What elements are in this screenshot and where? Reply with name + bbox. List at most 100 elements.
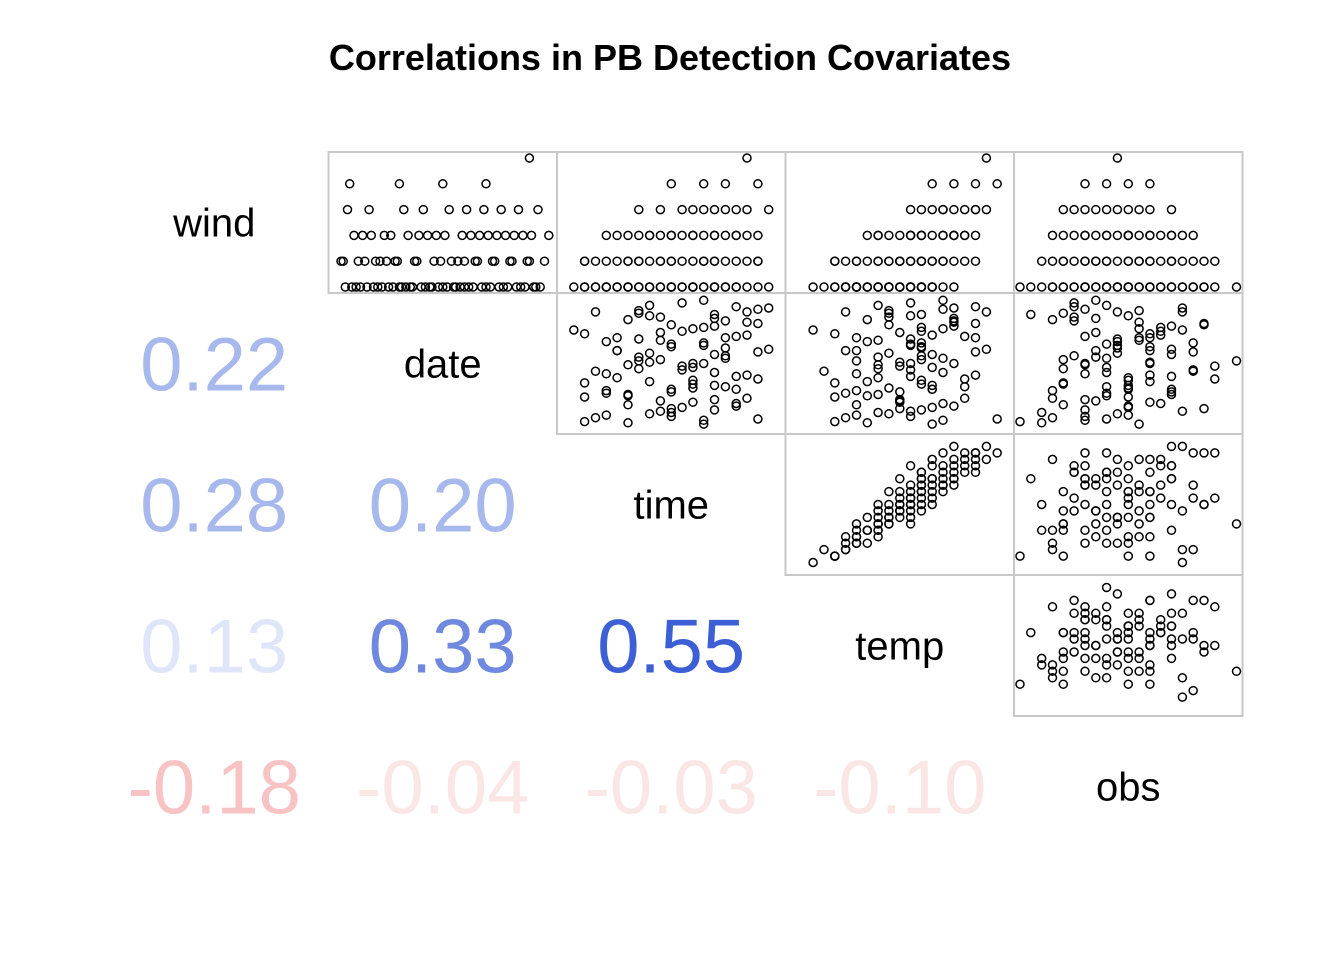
data-point xyxy=(1199,595,1209,606)
data-point xyxy=(1058,256,1069,266)
data-point xyxy=(916,486,927,497)
data-point xyxy=(895,473,905,484)
data-point xyxy=(731,230,741,241)
data-point xyxy=(873,499,883,510)
data-point xyxy=(905,298,916,308)
data-point xyxy=(1166,634,1177,644)
data-point xyxy=(1058,551,1069,561)
data-point xyxy=(1134,519,1144,529)
data-point xyxy=(666,256,677,266)
data-point xyxy=(742,307,752,317)
data-point xyxy=(808,282,818,292)
variable-label-date: date xyxy=(404,343,482,387)
data-point xyxy=(916,467,927,478)
scatter-panel-time-obs xyxy=(1013,433,1244,576)
data-point xyxy=(1058,647,1069,657)
data-point xyxy=(916,506,927,516)
data-point xyxy=(698,338,709,348)
data-point xyxy=(1101,602,1112,612)
data-point xyxy=(1155,282,1166,292)
data-point xyxy=(1112,627,1123,638)
data-point xyxy=(1123,551,1134,561)
data-point xyxy=(1155,461,1166,471)
data-point xyxy=(905,339,916,349)
data-point xyxy=(753,282,763,292)
data-point xyxy=(1101,300,1112,311)
data-point xyxy=(1058,627,1069,638)
data-point xyxy=(666,320,677,330)
data-point xyxy=(634,305,644,316)
data-point xyxy=(515,282,526,292)
data-point xyxy=(1177,506,1188,516)
data-point xyxy=(1069,204,1079,215)
correlation-obs-temp: -0.10 xyxy=(813,746,986,831)
data-point xyxy=(1123,493,1134,503)
data-point xyxy=(1101,582,1112,593)
data-point xyxy=(927,499,937,510)
data-point xyxy=(601,256,612,266)
data-point xyxy=(862,256,873,266)
data-point xyxy=(601,336,612,347)
data-point xyxy=(938,486,948,497)
scatter-panel-time-temp xyxy=(784,433,1015,576)
data-point xyxy=(938,230,948,241)
data-point xyxy=(1080,608,1090,619)
data-point xyxy=(1231,282,1242,292)
data-point xyxy=(579,392,590,402)
data-point xyxy=(655,204,666,215)
data-point xyxy=(1069,230,1079,241)
data-point xyxy=(970,230,981,241)
data-point xyxy=(851,282,862,292)
data-point xyxy=(1101,486,1112,497)
data-point xyxy=(905,371,916,382)
scatter-panels xyxy=(327,151,1244,717)
data-point xyxy=(364,204,374,215)
data-point xyxy=(742,204,752,215)
data-point xyxy=(1123,499,1134,510)
data-point xyxy=(1134,653,1144,664)
data-point xyxy=(1091,614,1101,625)
data-point xyxy=(1145,634,1155,644)
data-point xyxy=(1080,256,1090,266)
data-point xyxy=(1091,473,1101,484)
data-point xyxy=(655,335,666,346)
data-point xyxy=(1145,397,1155,407)
data-point xyxy=(420,282,431,292)
data-point xyxy=(496,204,506,215)
data-point xyxy=(1080,653,1090,664)
data-point xyxy=(862,512,873,523)
data-point xyxy=(1134,230,1144,241)
data-point xyxy=(830,416,840,427)
data-point xyxy=(1101,362,1112,373)
data-point xyxy=(457,230,467,241)
data-point xyxy=(1101,204,1112,215)
data-point xyxy=(720,204,731,215)
data-point xyxy=(1069,256,1079,266)
data-point xyxy=(981,441,992,452)
data-point xyxy=(1069,467,1079,478)
data-point xyxy=(873,360,883,370)
data-point xyxy=(1123,666,1134,677)
data-point xyxy=(1112,519,1123,529)
data-point xyxy=(905,311,916,321)
data-point xyxy=(884,486,894,497)
scatter-panel-wind-obs xyxy=(1013,151,1244,294)
data-point xyxy=(830,551,840,561)
data-point xyxy=(1155,322,1166,333)
data-point xyxy=(938,398,948,409)
data-point xyxy=(1134,532,1144,542)
data-point xyxy=(492,230,502,241)
data-point xyxy=(1199,448,1209,458)
data-point xyxy=(444,204,454,215)
data-point xyxy=(1080,282,1090,292)
data-point xyxy=(453,256,463,266)
data-point xyxy=(601,369,612,379)
data-point xyxy=(709,394,720,405)
data-point xyxy=(1015,416,1025,427)
data-point xyxy=(709,309,720,320)
data-point xyxy=(1145,332,1155,343)
data-point xyxy=(895,256,905,266)
data-point xyxy=(1166,473,1177,484)
data-point xyxy=(1080,640,1090,651)
data-point xyxy=(970,256,981,266)
